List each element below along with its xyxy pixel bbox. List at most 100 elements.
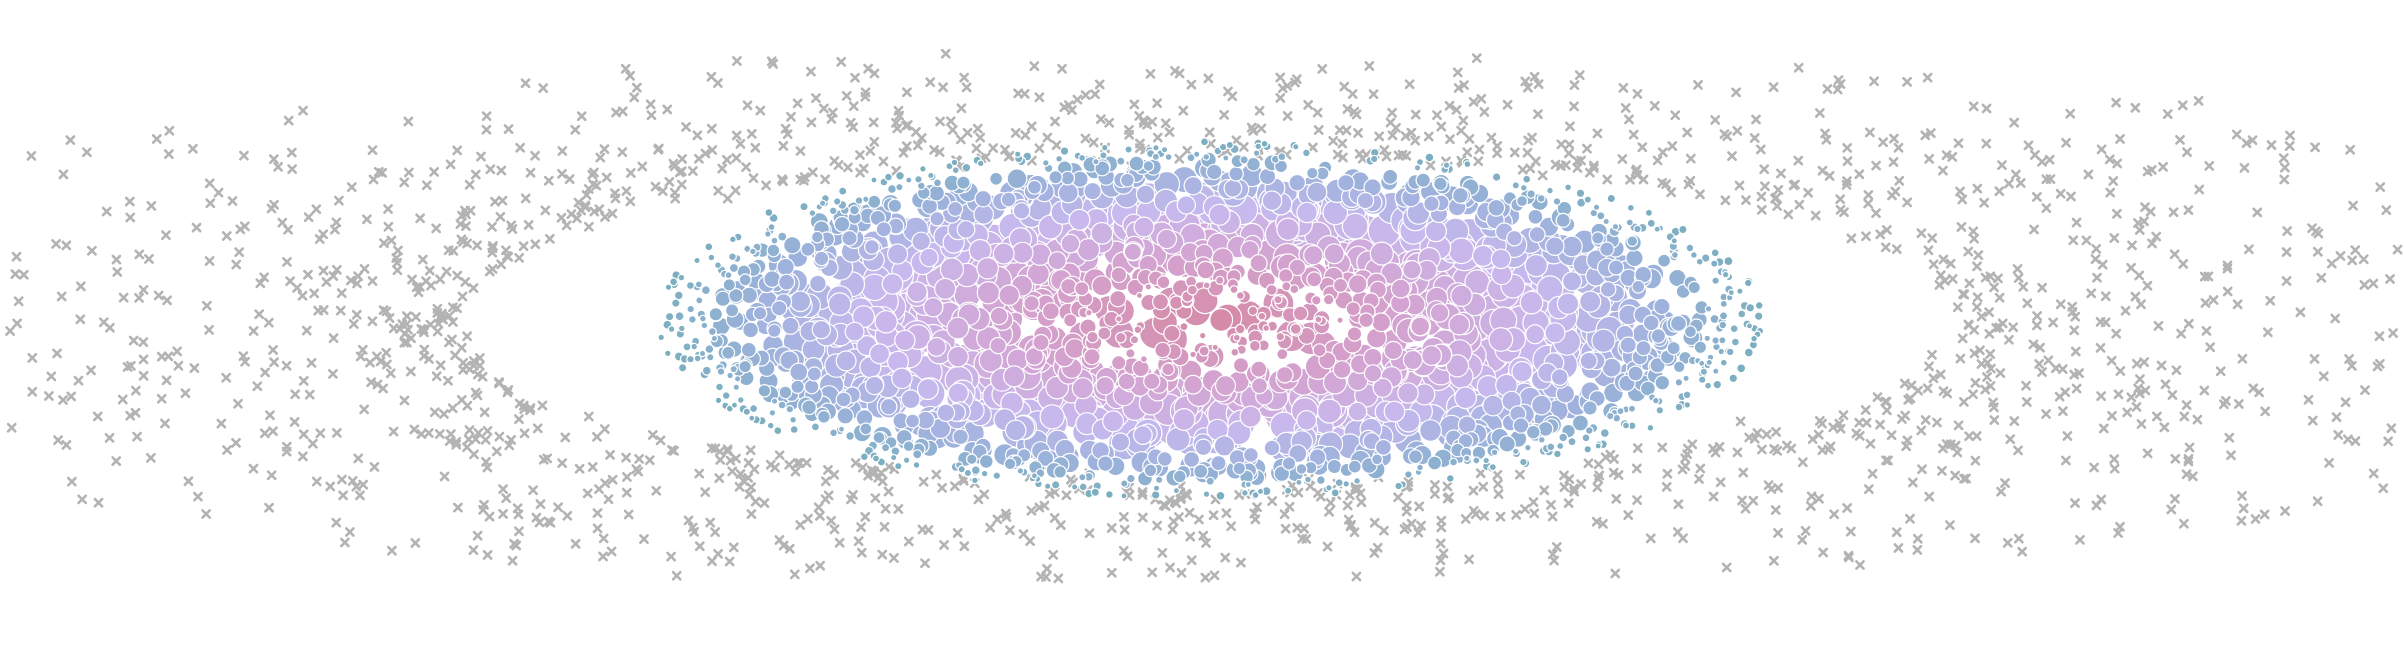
circle-point bbox=[978, 454, 994, 469]
cross-point bbox=[1695, 189, 1705, 200]
cross-point bbox=[1147, 116, 1158, 127]
cross-point bbox=[958, 476, 969, 486]
cross-point bbox=[204, 256, 215, 266]
cross-point bbox=[431, 371, 442, 382]
cross-point bbox=[1835, 194, 1846, 205]
cross-point bbox=[444, 436, 455, 446]
cross-point bbox=[1559, 470, 1569, 481]
circle-point bbox=[875, 221, 892, 238]
cross-point bbox=[1515, 469, 1525, 480]
circle-point bbox=[1254, 142, 1263, 151]
cross-point bbox=[620, 63, 631, 74]
circle-point bbox=[1278, 268, 1294, 284]
circle-point bbox=[957, 465, 966, 474]
circle-point bbox=[752, 305, 768, 321]
cross-point bbox=[1476, 93, 1487, 104]
cross-point bbox=[1953, 138, 1964, 149]
cross-point bbox=[889, 553, 899, 563]
cross-point bbox=[399, 328, 410, 339]
cross-point bbox=[87, 245, 97, 256]
cross-point bbox=[452, 303, 462, 314]
cross-point bbox=[2023, 140, 2034, 151]
cross-point bbox=[606, 546, 617, 557]
cross-point bbox=[582, 488, 593, 499]
cross-point bbox=[938, 82, 948, 93]
circle-point bbox=[874, 310, 898, 334]
cross-point bbox=[353, 271, 364, 282]
circle-point bbox=[1695, 257, 1704, 266]
cross-point bbox=[645, 99, 656, 110]
cross-point bbox=[2171, 365, 2182, 376]
cross-point bbox=[2054, 391, 2065, 402]
circle-point bbox=[1687, 280, 1701, 295]
cross-point bbox=[2090, 254, 2101, 265]
cross-point bbox=[130, 385, 141, 396]
cross-point bbox=[1928, 373, 1939, 384]
cross-point bbox=[600, 212, 610, 222]
circle-point bbox=[1472, 456, 1481, 465]
circle-point bbox=[1099, 151, 1108, 160]
circle-point bbox=[1110, 266, 1128, 284]
circle-point bbox=[1104, 490, 1114, 499]
cross-point bbox=[518, 241, 529, 252]
circle-point bbox=[1289, 323, 1302, 336]
cross-point bbox=[1935, 369, 1946, 380]
cross-point bbox=[1924, 491, 1935, 502]
circle-point bbox=[1619, 336, 1637, 354]
cross-point bbox=[2071, 383, 2082, 394]
cross-point bbox=[2383, 436, 2394, 447]
circle-point bbox=[1156, 228, 1178, 250]
cross-point bbox=[331, 427, 342, 438]
circle-point bbox=[1202, 281, 1211, 290]
circle-point bbox=[773, 426, 783, 436]
cross-point bbox=[2344, 354, 2354, 364]
circle-point bbox=[742, 321, 759, 339]
cross-point bbox=[1715, 477, 1726, 488]
cross-point bbox=[180, 388, 191, 399]
cross-point bbox=[434, 429, 445, 439]
cross-point bbox=[205, 198, 216, 209]
cross-point bbox=[2385, 274, 2395, 284]
cross-point bbox=[1822, 84, 1833, 94]
circle-point bbox=[1165, 426, 1191, 452]
cross-point bbox=[2208, 295, 2219, 305]
cross-point bbox=[607, 208, 618, 219]
cross-point bbox=[441, 266, 452, 277]
cross-point bbox=[1731, 87, 1741, 98]
cross-point bbox=[2139, 357, 2150, 368]
cross-point bbox=[1275, 72, 1286, 83]
circle-point bbox=[677, 324, 686, 333]
cross-point bbox=[583, 411, 594, 422]
cross-point bbox=[1968, 389, 1978, 400]
cross-point bbox=[532, 423, 543, 434]
cross-point bbox=[1989, 415, 2000, 425]
circle-point bbox=[1308, 448, 1327, 466]
circle-point bbox=[854, 196, 864, 206]
cross-point bbox=[1708, 491, 1719, 502]
circle-point bbox=[1745, 322, 1754, 330]
cross-point bbox=[918, 476, 929, 487]
cross-point bbox=[848, 101, 859, 112]
circle-point bbox=[1263, 439, 1281, 457]
cross-point bbox=[722, 193, 733, 204]
cross-point bbox=[468, 283, 479, 293]
circle-point bbox=[1649, 357, 1666, 374]
circle-point bbox=[1728, 373, 1739, 384]
cross-point bbox=[1165, 562, 1175, 573]
circle-point bbox=[1125, 348, 1136, 359]
circle-point bbox=[781, 316, 800, 335]
circle-point bbox=[1718, 311, 1729, 321]
cross-point bbox=[1776, 168, 1786, 179]
circle-point bbox=[1312, 343, 1327, 358]
cross-point bbox=[588, 179, 599, 190]
circle-point bbox=[1222, 154, 1230, 162]
circle-point bbox=[836, 407, 855, 425]
circle-point bbox=[1491, 172, 1502, 182]
cross-point bbox=[375, 356, 386, 367]
circle-point bbox=[1729, 324, 1739, 334]
circle-point bbox=[1002, 365, 1026, 388]
circle-point bbox=[1257, 311, 1267, 321]
cross-point bbox=[86, 365, 96, 376]
circle-point bbox=[1110, 355, 1127, 371]
cross-point bbox=[856, 547, 867, 558]
